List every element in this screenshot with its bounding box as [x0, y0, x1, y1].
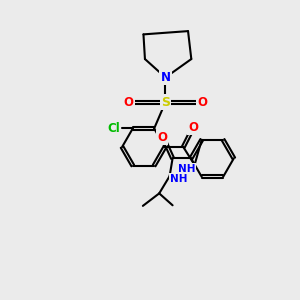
Text: S: S [161, 96, 170, 109]
Text: O: O [124, 96, 134, 109]
Text: NH: NH [178, 164, 195, 174]
Text: N: N [160, 71, 170, 84]
Text: O: O [188, 121, 198, 134]
Text: Cl: Cl [107, 122, 120, 135]
Text: O: O [198, 96, 208, 109]
Text: NH: NH [170, 174, 187, 184]
Text: O: O [157, 131, 167, 144]
